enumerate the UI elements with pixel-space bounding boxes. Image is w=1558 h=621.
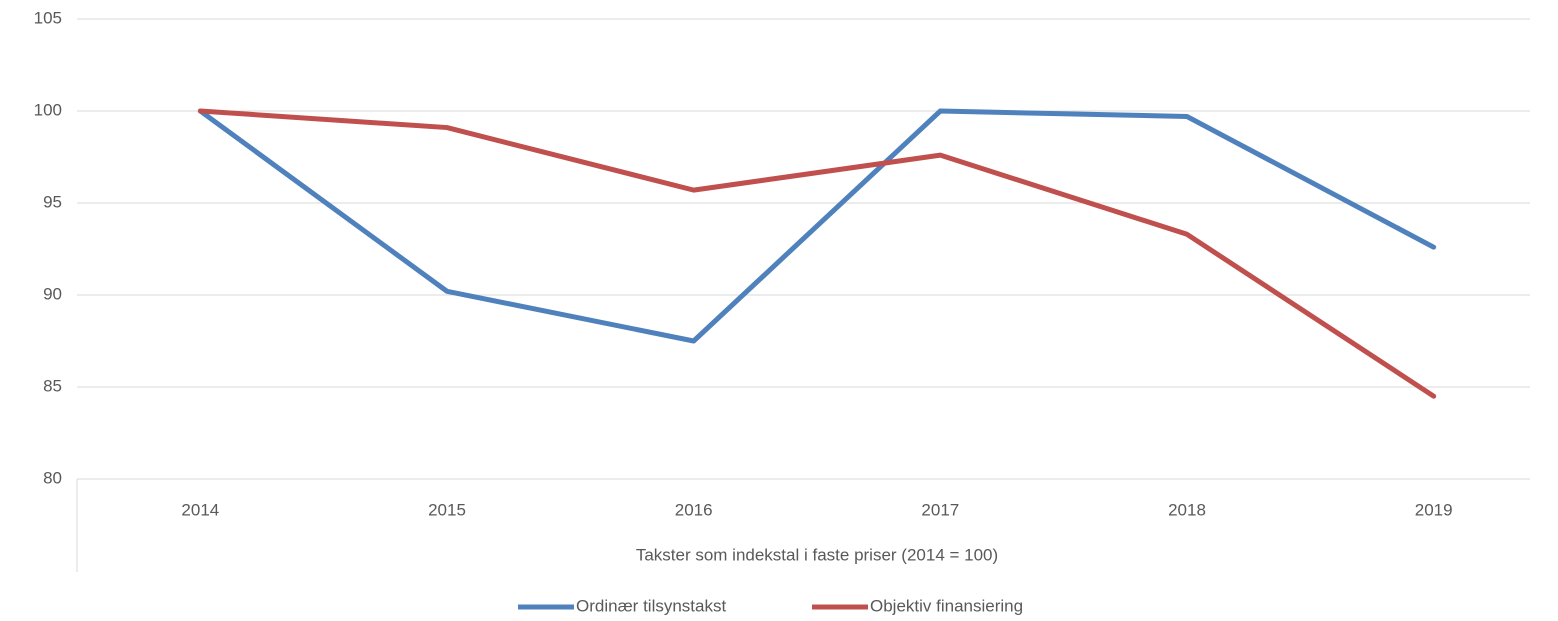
y-tick-label: 105 <box>34 8 62 27</box>
x-tick-label: 2018 <box>1168 500 1206 519</box>
line-series <box>197 108 1437 344</box>
y-tick-label: 100 <box>34 100 62 119</box>
legend-label: Objektiv finansiering <box>870 596 1023 615</box>
x-tick-label: 2014 <box>181 500 219 519</box>
legend-label: Ordinær tilsynstakst <box>576 596 726 615</box>
y-tick-label: 90 <box>43 284 62 303</box>
line-series <box>197 108 1437 399</box>
y-tick-label: 80 <box>43 468 62 487</box>
x-tick-label: 2015 <box>428 500 466 519</box>
x-tick-label: 2019 <box>1415 500 1453 519</box>
x-tick-label: 2016 <box>675 500 713 519</box>
y-tick-label: 95 <box>43 192 62 211</box>
x-tick-label: 2017 <box>921 500 959 519</box>
y-tick-label: 85 <box>43 376 62 395</box>
x-axis-title: Takster som indekstal i faste priser (20… <box>636 545 998 564</box>
